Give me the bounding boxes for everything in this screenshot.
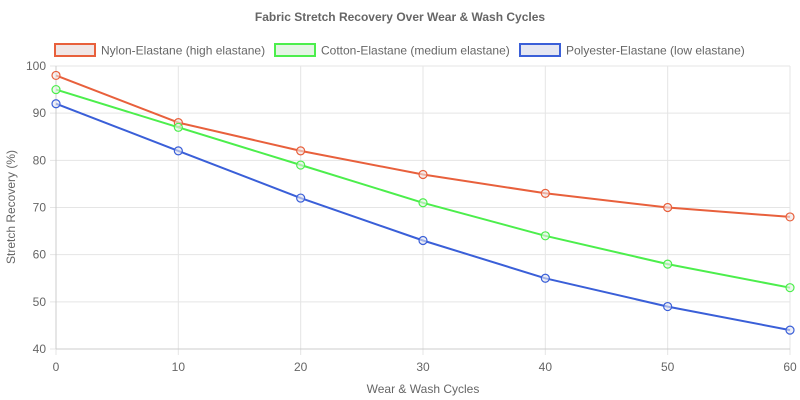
x-tick-label: 40 [539,360,553,374]
legend-label: Polyester-Elastane (low elastane) [566,44,745,58]
data-point [785,283,795,293]
legend-label: Nylon-Elastane (high elastane) [101,44,265,58]
legend-swatch [54,43,96,57]
x-axis-title: Wear & Wash Cycles [367,382,480,396]
x-tick-label: 10 [172,360,186,374]
data-point [418,169,428,180]
data-point [418,235,428,246]
legend-swatch [519,43,561,57]
data-point [540,273,550,283]
data-point [785,325,795,335]
data-point [51,99,61,109]
x-tick-label: 20 [294,360,308,374]
data-point [540,188,550,198]
data-point [296,160,306,170]
legend-item: Cotton-Elastane (medium elastane) [274,43,510,58]
data-point [51,84,61,95]
x-tick-label: 0 [53,360,60,374]
legend-item: Nylon-Elastane (high elastane) [54,43,265,58]
y-tick-label: 90 [33,106,47,120]
series-2 [51,84,795,293]
y-tick-label: 100 [26,59,46,73]
data-point [663,259,673,269]
series-group [51,70,795,335]
legend-swatch [274,43,316,57]
data-point [296,193,306,203]
data-point [173,146,183,156]
data-point [173,122,183,132]
x-axis-ticks: 0 10 20 30 40 50 60 [53,360,797,374]
y-tick-label: 60 [33,248,47,262]
data-point [540,231,550,241]
grid-lines [50,65,791,355]
data-point [296,146,306,156]
chart-title: Fabric Stretch Recovery Over Wear & Wash… [255,10,545,24]
legend-item: Polyester-Elastane (low elastane) [519,43,745,58]
axes [55,66,790,350]
y-tick-label: 50 [33,295,47,309]
data-point [785,212,795,222]
data-point [51,70,61,81]
legend: Nylon-Elastane (high elastane) Cotton-Ela… [54,43,745,58]
legend-label: Cotton-Elastane (medium elastane) [321,44,510,58]
series-3 [51,99,795,335]
data-point [663,202,673,213]
y-axis-ticks: 40 50 60 70 80 90 100 [26,59,46,356]
x-tick-label: 30 [416,360,430,374]
x-tick-label: 50 [661,360,675,374]
y-axis-title: Stretch Recovery (%) [4,150,18,264]
data-point [418,198,428,208]
y-tick-label: 80 [33,153,47,167]
x-tick-label: 60 [783,360,797,374]
y-tick-label: 40 [33,342,47,356]
y-tick-label: 70 [33,201,47,215]
data-point [663,301,673,312]
